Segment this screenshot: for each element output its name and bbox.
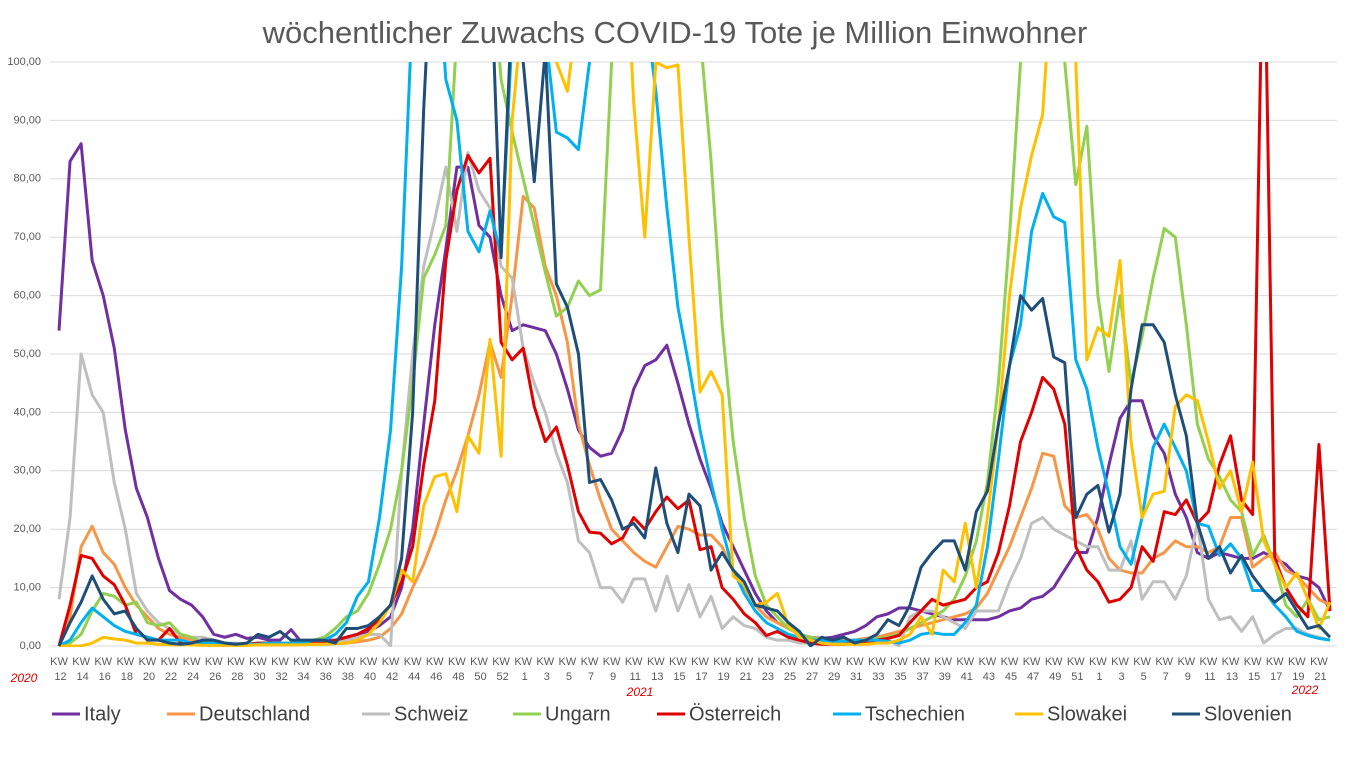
x-tick-label: KW 1	[1089, 656, 1107, 683]
x-tick-label: KW 51	[1067, 656, 1085, 683]
x-tick-label: KW 34	[293, 656, 311, 683]
x-tick-label: KW 44	[404, 656, 422, 683]
y-tick-label: 90,00	[13, 114, 41, 126]
chart-title: wöchentlicher Zuwachs COVID-19 Tote je M…	[262, 15, 1088, 50]
y-tick-label: 20,00	[13, 523, 41, 535]
x-tick-label: KW 38	[337, 656, 355, 683]
x-tick-label: KW 21	[1310, 656, 1328, 683]
x-tick-label: KW 27	[802, 656, 820, 683]
x-tick-label: KW 5	[1133, 656, 1151, 683]
legend-label: Ungarn	[545, 703, 611, 725]
legend-label: Österreich	[689, 703, 781, 725]
year-label: 2020	[10, 671, 38, 685]
x-tick-label: KW 1	[514, 656, 532, 683]
legend-label: Slowakei	[1047, 703, 1127, 725]
x-tick-label: KW 13	[647, 656, 665, 683]
legend-label: Tschechien	[865, 703, 965, 725]
x-tick-label: KW 33	[868, 656, 886, 683]
series-line	[57, 62, 1332, 647]
x-tick-label: KW 17	[1266, 656, 1284, 683]
x-tick-label: KW 11	[1200, 656, 1218, 683]
x-tick-label: KW 19	[1288, 656, 1306, 683]
x-tick-label: KW 45	[1001, 656, 1019, 683]
x-tick-label: KW 7	[1155, 656, 1173, 683]
y-tick-label: 10,00	[13, 582, 41, 594]
x-tick-label: KW 49	[1045, 656, 1063, 683]
grid	[50, 61, 1337, 647]
x-tick-label: KW 40	[360, 656, 378, 683]
x-tick-label: KW 48	[448, 656, 466, 683]
series-line	[57, 142, 1332, 645]
x-tick-label: KW 46	[426, 656, 444, 683]
legend-label: Deutschland	[199, 703, 310, 725]
plot-lines	[57, 62, 1332, 647]
x-tick-label: KW 18	[116, 656, 134, 683]
series-line	[59, 62, 1332, 647]
x-tick-label: KW 41	[956, 656, 974, 683]
y-tick-label: 50,00	[13, 348, 41, 360]
x-tick-label: KW 3	[1111, 656, 1129, 683]
x-tick-label: KW 30	[249, 656, 267, 683]
x-tick-label: KW 9	[1177, 656, 1195, 683]
x-tick-label: KW 50	[470, 656, 488, 683]
y-tick-label: 70,00	[13, 231, 41, 243]
legend-label: Italy	[84, 703, 121, 725]
series-line	[58, 62, 1331, 647]
legend-label: Slovenien	[1204, 703, 1292, 725]
x-tick-label: KW 26	[205, 656, 223, 683]
x-tick-label: KW 52	[492, 656, 510, 683]
x-tick-label: KW 31	[846, 656, 864, 683]
x-tick-label: KW 15	[669, 656, 687, 683]
x-tick-label: KW 28	[227, 656, 245, 683]
x-tick-label: KW 42	[382, 656, 400, 683]
x-tick-label: KW 12	[50, 656, 68, 683]
legend-label: Schweiz	[394, 703, 468, 725]
x-tick-label: KW 5	[559, 656, 577, 683]
x-tick-label: KW 11	[625, 656, 643, 683]
y-tick-label: 100,00	[7, 56, 41, 68]
x-tick-label: KW 22	[161, 656, 179, 683]
x-tick-label: KW 7	[581, 656, 599, 683]
x-tick-label: KW 47	[1023, 656, 1041, 683]
x-tick-label: KW 43	[979, 656, 997, 683]
x-tick-label: KW 35	[890, 656, 908, 683]
x-tick-label: KW 29	[824, 656, 842, 683]
x-tick-label: KW 9	[603, 656, 621, 683]
x-tick-label: KW 19	[713, 656, 731, 683]
year-label: 2022	[1291, 683, 1319, 697]
year-label: 2021	[626, 685, 654, 699]
y-tick-label: 30,00	[13, 465, 41, 477]
x-tick-label: KW 20	[139, 656, 157, 683]
x-tick-label: KW 36	[315, 656, 333, 683]
y-tick-label: 60,00	[13, 290, 41, 302]
x-tick-label: KW 13	[1222, 656, 1240, 683]
x-tick-label: KW 21	[735, 656, 753, 683]
x-tick-label: KW 39	[934, 656, 952, 683]
x-tick-label: KW 17	[691, 656, 709, 683]
x-tick-label: KW 3	[536, 656, 554, 683]
x-tick-label: KW 37	[912, 656, 930, 683]
y-tick-label: 0,00	[20, 640, 41, 652]
x-tick-label: KW 16	[94, 656, 112, 683]
x-tick-label: KW 24	[183, 656, 201, 683]
x-tick-label: KW 14	[72, 656, 90, 683]
y-tick-label: 80,00	[13, 173, 41, 185]
y-tick-label: 40,00	[13, 406, 41, 418]
x-tick-label: KW 25	[780, 656, 798, 683]
x-tick-label: KW 23	[757, 656, 775, 683]
legend: Italy Deutschland Schweiz Ungarn Österreich T…	[52, 703, 1292, 725]
x-tick-label: KW 15	[1244, 656, 1262, 683]
x-tick-label: KW 32	[271, 656, 289, 683]
